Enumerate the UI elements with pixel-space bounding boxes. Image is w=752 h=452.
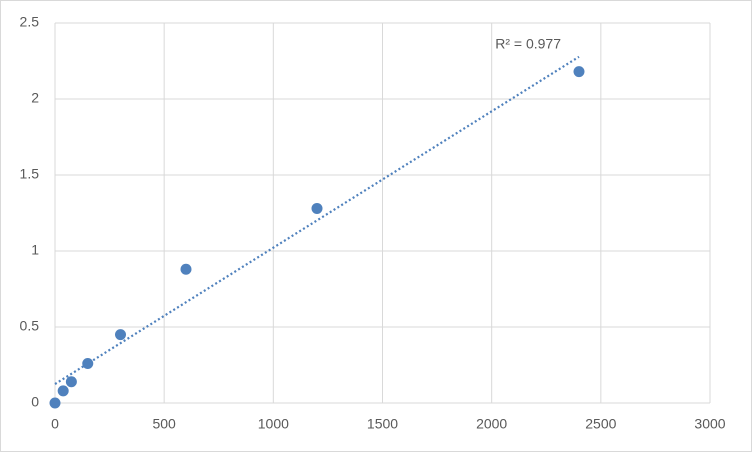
trendline-label: R² = 0.977 (495, 35, 561, 51)
y-tick-label: 2 (31, 90, 39, 106)
data-point (82, 357, 94, 369)
y-tick-label: 0 (31, 394, 39, 410)
x-tick-label: 1500 (367, 416, 398, 432)
x-tick-label: 2500 (585, 416, 616, 432)
data-point (180, 263, 192, 275)
x-tick-label: 500 (152, 416, 176, 432)
y-tick-label: 2.5 (20, 14, 40, 30)
data-point (573, 66, 585, 78)
x-tick-label: 1000 (258, 416, 289, 432)
x-tick-label: 0 (51, 416, 59, 432)
y-tick-label: 1.5 (20, 166, 40, 182)
trendline (54, 55, 580, 385)
data-point (65, 376, 77, 388)
data-point (311, 202, 323, 214)
x-tick-label: 2000 (476, 416, 507, 432)
data-point (115, 329, 126, 341)
data-point (49, 397, 61, 409)
x-tick-label: 3000 (694, 416, 725, 432)
data-point (57, 385, 69, 397)
y-tick-label: 1 (31, 242, 39, 258)
y-tick-label: 0.5 (20, 318, 40, 334)
